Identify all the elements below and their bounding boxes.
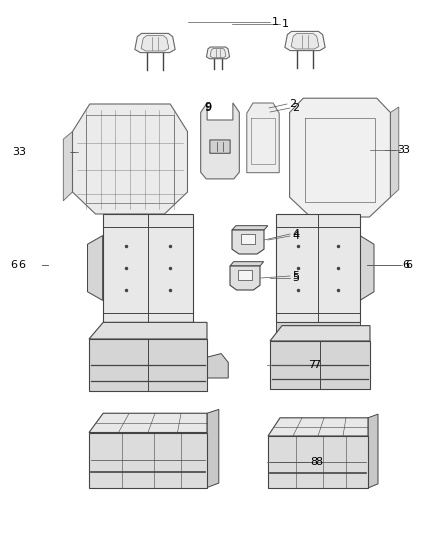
Text: 3: 3 [402, 145, 409, 155]
Polygon shape [290, 98, 390, 217]
Polygon shape [360, 236, 374, 301]
Text: 2: 2 [292, 103, 299, 113]
FancyBboxPatch shape [210, 140, 230, 154]
Text: 1: 1 [272, 17, 279, 27]
Polygon shape [238, 270, 251, 280]
Polygon shape [73, 104, 187, 214]
Polygon shape [268, 436, 368, 488]
Polygon shape [241, 233, 255, 245]
Text: 9: 9 [204, 102, 211, 112]
Text: 3: 3 [397, 145, 404, 155]
Text: 9: 9 [204, 103, 211, 113]
Polygon shape [89, 432, 207, 488]
Polygon shape [270, 341, 370, 389]
Polygon shape [141, 36, 169, 51]
Text: 3: 3 [12, 147, 19, 157]
Text: 2: 2 [289, 99, 296, 109]
Polygon shape [230, 262, 264, 266]
Polygon shape [102, 214, 193, 322]
Text: 3: 3 [18, 147, 25, 157]
Text: 6: 6 [405, 260, 412, 270]
Text: 8: 8 [310, 457, 317, 467]
Polygon shape [201, 103, 239, 179]
Polygon shape [368, 414, 378, 488]
Polygon shape [291, 34, 319, 49]
Polygon shape [268, 418, 368, 436]
Polygon shape [89, 339, 207, 391]
Text: 4: 4 [292, 229, 299, 239]
Polygon shape [206, 47, 230, 59]
Text: 7: 7 [313, 360, 320, 370]
Text: 8: 8 [315, 457, 322, 467]
Polygon shape [89, 322, 207, 339]
Polygon shape [270, 326, 370, 341]
Polygon shape [276, 322, 360, 335]
Polygon shape [390, 107, 399, 197]
Text: 6: 6 [10, 260, 17, 270]
Text: 4: 4 [292, 231, 299, 241]
Polygon shape [247, 103, 279, 173]
Polygon shape [285, 31, 325, 51]
Polygon shape [210, 49, 226, 58]
Polygon shape [89, 413, 207, 432]
Text: 1: 1 [282, 19, 289, 29]
Polygon shape [232, 230, 264, 254]
Polygon shape [207, 353, 228, 378]
Text: 6: 6 [402, 260, 409, 270]
Polygon shape [232, 225, 268, 230]
Polygon shape [102, 322, 193, 335]
Polygon shape [64, 132, 73, 201]
Polygon shape [276, 214, 360, 322]
Text: 5: 5 [292, 271, 299, 281]
Polygon shape [207, 409, 219, 488]
Text: 6: 6 [18, 260, 25, 270]
Text: 5: 5 [292, 273, 299, 283]
Polygon shape [135, 34, 175, 53]
Text: 7: 7 [308, 360, 315, 370]
Polygon shape [88, 236, 102, 301]
Polygon shape [230, 266, 260, 290]
